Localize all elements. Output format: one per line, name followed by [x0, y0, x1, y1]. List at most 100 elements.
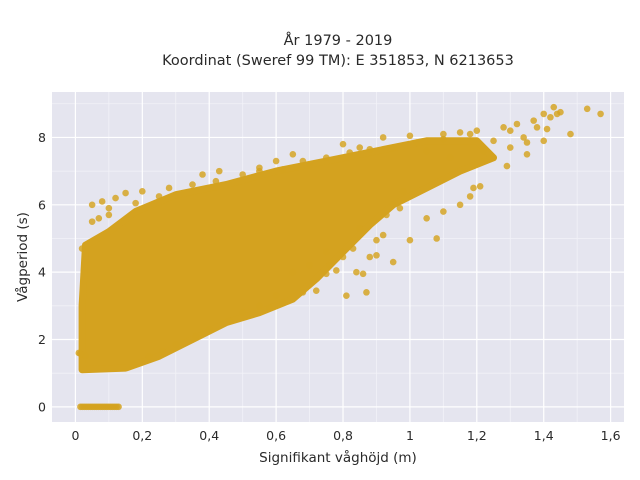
scatter-point: [225, 317, 233, 325]
scatter-point: [523, 139, 531, 146]
scatter-point: [199, 171, 206, 178]
scatter-point: [82, 352, 89, 359]
scatter-point: [339, 253, 347, 261]
scatter-point: [145, 353, 153, 360]
scatter-point: [363, 289, 370, 296]
scatter-point: [503, 162, 511, 170]
scatter-point: [115, 403, 122, 411]
scatter-point: [343, 292, 350, 300]
y-tick-label: 0: [38, 399, 46, 414]
scatter-point: [256, 302, 263, 310]
scatter-point: [139, 188, 146, 195]
chart-title-line-2: Koordinat (Sweref 99 TM): E 351853, N 62…: [162, 53, 514, 69]
scatter-point: [440, 130, 447, 138]
scatter-point: [373, 236, 380, 244]
scatter-point: [413, 139, 420, 146]
scatter-point: [396, 204, 404, 212]
scatter-point: [212, 177, 220, 185]
y-tick-label: 2: [38, 332, 46, 347]
scatter-point: [356, 225, 364, 232]
scatter-point: [272, 292, 280, 300]
x-tick-label: 0,6: [266, 428, 286, 443]
x-tick-label: 0,8: [333, 428, 353, 443]
scatter-point: [215, 167, 223, 175]
y-tick-label: 8: [38, 130, 46, 145]
scatter-point: [506, 144, 514, 151]
scatter-point: [306, 262, 313, 269]
scatter-point: [433, 235, 440, 242]
scatter-point: [379, 134, 387, 141]
scatter-point: [159, 347, 166, 355]
scatter-point: [406, 132, 414, 140]
scatter-point: [239, 171, 246, 178]
scatter-point: [440, 208, 447, 215]
scatter-point: [540, 110, 548, 118]
x-axis-title: Signifikant våghöjd (m): [259, 449, 417, 466]
scatter-point: [567, 130, 574, 138]
scatter-point: [299, 157, 307, 165]
scatter-point: [172, 341, 180, 348]
scatter-point: [490, 137, 497, 145]
scatter-point: [359, 270, 367, 278]
scatter-point: [406, 236, 414, 244]
scatter-point: [98, 198, 106, 205]
scatter-point: [339, 248, 347, 256]
scatter-point: [473, 127, 481, 135]
scatter-point: [122, 189, 129, 197]
x-tick-label: 1: [406, 428, 414, 443]
scatter-point: [523, 150, 531, 158]
scatter-point: [322, 154, 330, 161]
x-tick-label: 1,2: [467, 428, 487, 443]
scatter-point: [256, 164, 263, 172]
scatter-point: [165, 184, 173, 192]
scatter-point: [533, 124, 541, 131]
scatter-points: [75, 103, 604, 411]
scatter-point: [597, 110, 604, 118]
scatter-point: [476, 182, 484, 190]
scatter-point: [112, 194, 119, 202]
scatter-point: [95, 214, 103, 222]
scatter-point: [547, 113, 554, 121]
scatter-point: [77, 350, 84, 357]
scatter-point: [299, 289, 307, 296]
scatter-point: [339, 140, 347, 148]
scatter-point: [456, 201, 464, 209]
scatter-point: [88, 201, 96, 209]
scatter-point: [132, 199, 139, 207]
scatter-point: [520, 134, 527, 141]
y-tick-label: 4: [38, 265, 46, 280]
scatter-point: [440, 135, 447, 143]
scatter-point: [356, 144, 364, 151]
scatter-point: [399, 188, 407, 195]
scatter-point: [289, 268, 297, 276]
scatter-point: [326, 262, 333, 269]
scatter-point: [279, 166, 287, 173]
y-axis-ticks: 0 2 4 6 8: [38, 130, 46, 414]
scatter-point: [353, 268, 360, 276]
scatter-point: [583, 105, 591, 113]
x-tick-label: 0: [71, 428, 79, 443]
scatter-point: [530, 117, 537, 124]
x-tick-label: 0,4: [199, 428, 219, 443]
scatter-point: [88, 218, 96, 225]
scatter-point: [389, 201, 397, 209]
scatter-point: [266, 304, 273, 311]
scatter-point: [279, 299, 287, 306]
scatter-point: [383, 211, 390, 219]
scatter-point: [312, 287, 320, 294]
scatter-point: [155, 193, 163, 200]
scatter-point: [423, 214, 430, 222]
x-tick-label: 1,4: [534, 428, 554, 443]
scatter-point: [389, 258, 397, 266]
scatter-point: [466, 130, 474, 138]
y-tick-label: 6: [38, 197, 46, 212]
scatter-point: [322, 248, 330, 256]
x-tick-label: 1,6: [601, 428, 621, 443]
scatter-point: [366, 253, 374, 261]
scatter-point: [466, 193, 474, 200]
scatter-point: [543, 125, 551, 133]
scatter-point: [333, 267, 340, 274]
scatter-point: [239, 309, 246, 316]
scatter-point: [189, 181, 196, 188]
